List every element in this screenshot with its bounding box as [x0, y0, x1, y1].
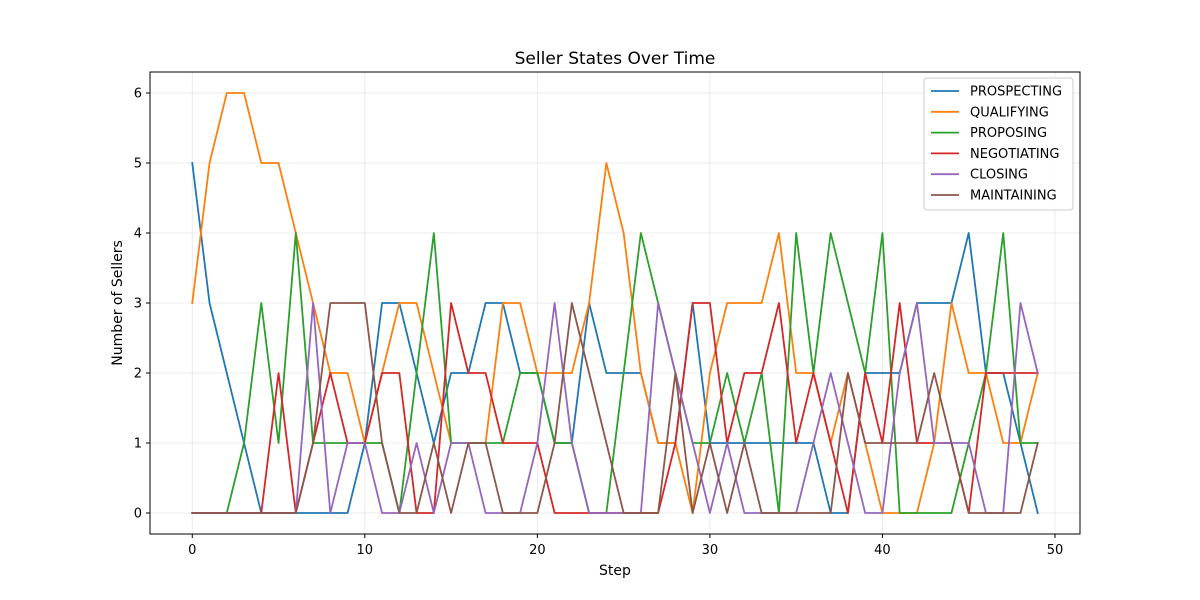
series-line-proposing — [191, 232, 1039, 514]
legend: PROSPECTING QUALIFYING PROPOSING NEGOTIATIN… — [923, 77, 1074, 211]
x-tick-label: 10 — [357, 543, 374, 558]
x-tick-label: 0 — [188, 543, 196, 558]
series-line-maintaining — [191, 302, 1039, 514]
x-tick-label: 50 — [1047, 543, 1064, 558]
y-tick-label: 2 — [134, 367, 142, 382]
x-axis-label: Step — [599, 563, 631, 579]
axis-ticks: 0 10 20 30 40 50 0 1 2 3 4 5 6 — [134, 87, 1064, 559]
y-tick-label: 4 — [134, 227, 142, 242]
legend-label-prospecting: PROSPECTING — [970, 85, 1062, 100]
series-line-closing — [191, 302, 1039, 514]
legend-label-maintaining: MAINTAINING — [970, 189, 1057, 204]
series-lines — [191, 92, 1039, 515]
legend-label-qualifying: QUALIFYING — [970, 105, 1049, 120]
series-line-prospecting — [191, 161, 1039, 515]
legend-label-proposing: PROPOSING — [970, 126, 1047, 141]
x-tick-label: 30 — [702, 543, 719, 558]
x-tick-label: 20 — [529, 543, 546, 558]
y-tick-label: 1 — [134, 437, 142, 452]
y-tick-label: 3 — [134, 297, 142, 312]
legend-label-negotiating: NEGOTIATING — [970, 147, 1059, 162]
y-tick-label: 5 — [134, 157, 142, 172]
legend-label-closing: CLOSING — [970, 168, 1028, 183]
legend-box — [923, 77, 1074, 211]
x-tick-label: 40 — [874, 543, 891, 558]
chart-title: Seller States Over Time — [515, 49, 716, 69]
series-line-qualifying — [191, 92, 1039, 514]
y-tick-label: 6 — [134, 87, 142, 102]
y-axis-label: Number of Sellers — [110, 240, 126, 366]
y-tick-label: 0 — [134, 507, 142, 522]
